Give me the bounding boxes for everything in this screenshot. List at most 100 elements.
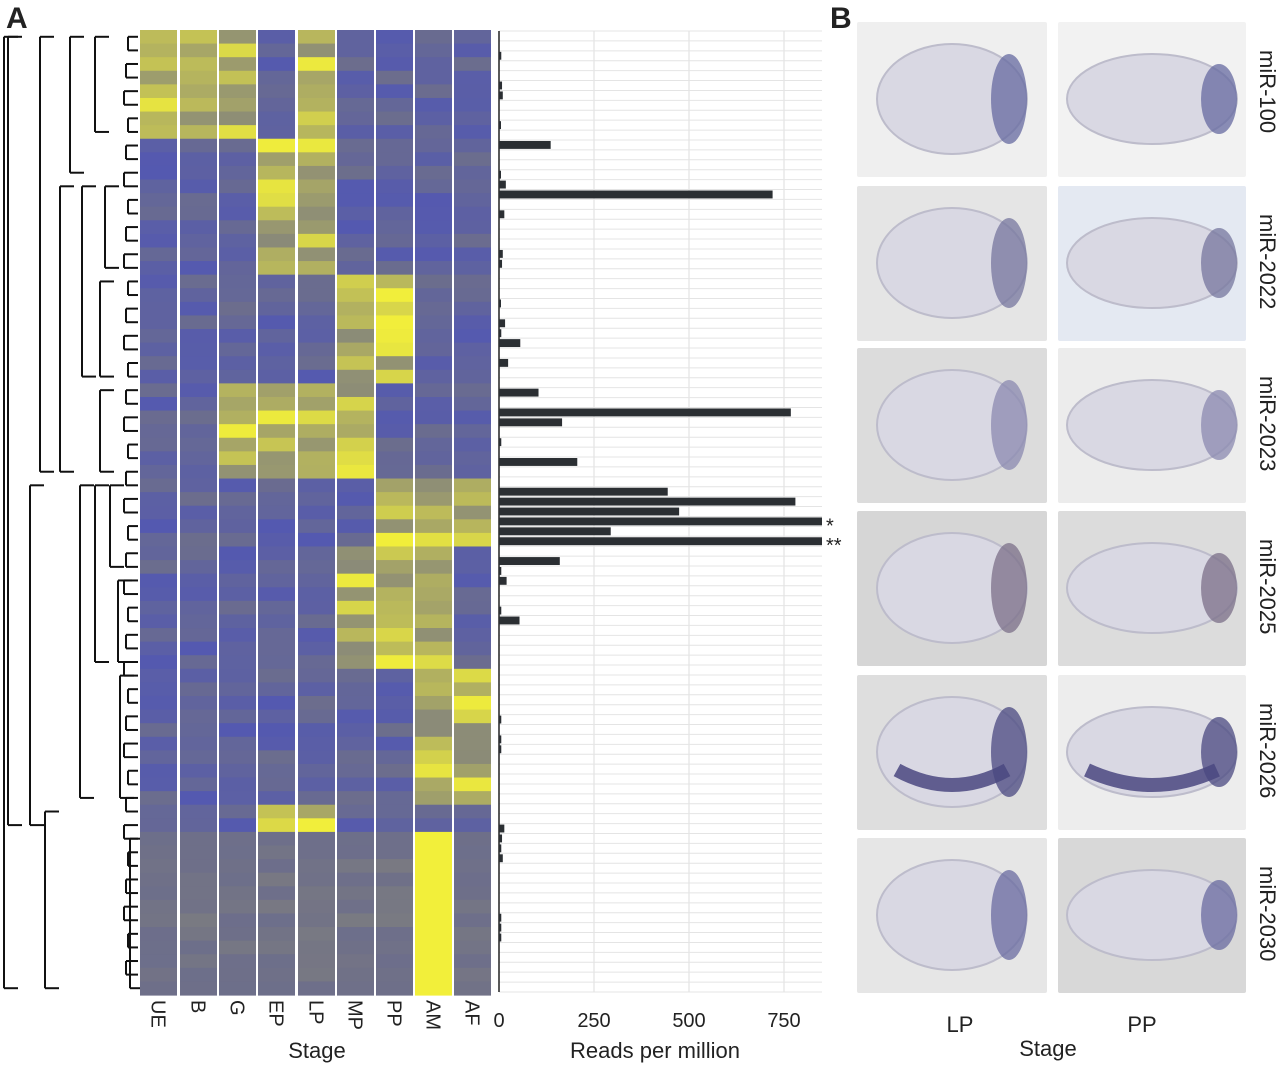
heatmap-cell (337, 57, 374, 72)
heatmap-cell (376, 464, 413, 480)
heatmap-cell (180, 736, 217, 751)
heatmap-cell (140, 682, 177, 697)
heatmap-cell (258, 274, 295, 289)
heatmap-cell (376, 859, 413, 874)
heatmap-cell (337, 165, 374, 181)
heatmap-cell (415, 845, 452, 860)
heatmap-cell (258, 845, 295, 860)
bar (499, 844, 502, 853)
heatmap-cell (376, 424, 413, 439)
heatmap-cell (219, 818, 256, 833)
heatmap-cell (180, 532, 217, 548)
heatmap-cell (258, 913, 295, 928)
heatmap-cell (454, 573, 491, 588)
heatmap-cell (415, 30, 452, 45)
heatmap-cell (258, 233, 295, 249)
heatmap-cell (298, 179, 335, 194)
heatmap-cell (376, 723, 413, 738)
heatmap-cell (258, 125, 295, 140)
panel-b-letter: B (830, 2, 852, 35)
heatmap-cell (219, 111, 256, 126)
heatmap (140, 30, 491, 996)
heatmap-cell (415, 899, 452, 915)
heatmap-cell (180, 57, 217, 72)
heatmap-cell (337, 206, 374, 221)
embryo-stain (991, 870, 1027, 960)
heatmap-cell (337, 709, 374, 724)
heatmap-cell (298, 723, 335, 738)
heatmap-cell (376, 138, 413, 153)
heatmap-cell (140, 736, 177, 751)
heatmap-cell (454, 791, 491, 806)
heatmap-cell (337, 505, 374, 520)
heatmap-cell (415, 709, 452, 724)
embryo-stain (991, 380, 1027, 470)
heatmap-cell (219, 628, 256, 643)
heatmap-cell (454, 695, 491, 711)
heatmap-cell (258, 682, 295, 697)
heatmap-cell (454, 383, 491, 398)
heatmap-cell (454, 763, 491, 779)
heatmap-cell (258, 709, 295, 724)
heatmap-cell (454, 342, 491, 357)
heatmap-cell (376, 546, 413, 561)
heatmap-cell (337, 777, 374, 792)
heatmap-cell (454, 546, 491, 561)
heatmap-cell (258, 437, 295, 452)
heatmap-cell (219, 329, 256, 344)
mirna-label: miR-2026 (1255, 703, 1280, 799)
heatmap-cell (298, 451, 335, 466)
heatmap-cell (454, 315, 491, 330)
heatmap-cell (258, 967, 295, 983)
heatmap-cell (298, 954, 335, 969)
heatmap-column-label: G (226, 1000, 248, 1016)
heatmap-cell (415, 152, 452, 167)
heatmap-cell (415, 111, 452, 126)
heatmap-cell (298, 437, 335, 452)
heatmap-cell (337, 369, 374, 384)
heatmap-cell (415, 70, 452, 85)
heatmap-cell (376, 505, 413, 520)
heatmap-cell (376, 927, 413, 942)
heatmap-cell (298, 763, 335, 779)
bar (499, 358, 509, 367)
heatmap-cell (219, 396, 256, 412)
heatmap-cell (140, 125, 177, 140)
heatmap-cell (376, 655, 413, 670)
heatmap-cell (298, 913, 335, 928)
heatmap-cell (258, 329, 295, 344)
heatmap-cell (180, 369, 217, 384)
heatmap-cell (454, 70, 491, 85)
heatmap-cell (258, 70, 295, 85)
heatmap-cell (219, 383, 256, 398)
embryo-drawing (876, 532, 1028, 644)
heatmap-cell (258, 791, 295, 806)
heatmap-cell (180, 927, 217, 942)
heatmap-cell (376, 288, 413, 303)
heatmap-cell (180, 560, 217, 575)
heatmap-cell (180, 791, 217, 806)
heatmap-cell (298, 736, 335, 751)
heatmap-cell (219, 791, 256, 806)
heatmap-cell (337, 342, 374, 357)
heatmap-cell (376, 695, 413, 711)
heatmap-cell (140, 70, 177, 85)
bar (499, 487, 668, 496)
heatmap-cell (415, 383, 452, 398)
embryo-stain (991, 54, 1027, 144)
heatmap-cell (298, 682, 335, 697)
heatmap-cell (454, 655, 491, 670)
heatmap-cell (180, 954, 217, 969)
heatmap-cell (219, 165, 256, 181)
heatmap-cell (219, 954, 256, 969)
bar (499, 566, 502, 575)
heatmap-cell (415, 97, 452, 113)
heatmap-cell (298, 424, 335, 439)
heatmap-cell (180, 329, 217, 344)
heatmap-cell (415, 179, 452, 194)
heatmap-cell (180, 478, 217, 493)
heatmap-cell (337, 70, 374, 85)
embryo-stain (991, 218, 1027, 308)
heatmap-cell (180, 43, 217, 58)
heatmap-cell (258, 763, 295, 779)
